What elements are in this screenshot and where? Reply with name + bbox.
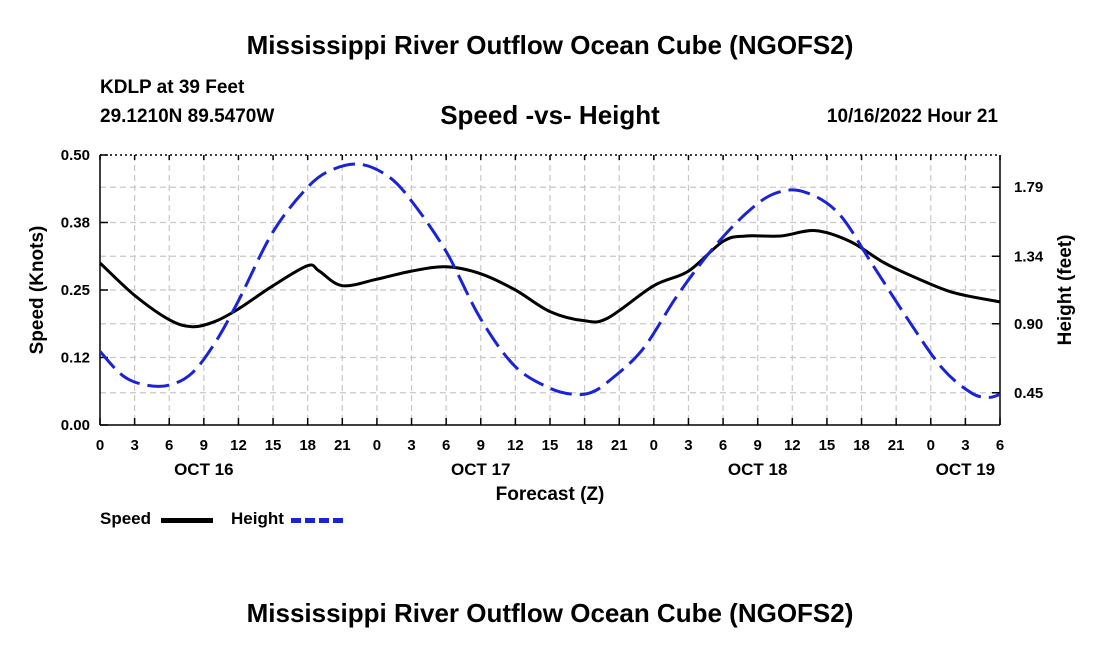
footer-title: Mississippi River Outflow Ocean Cube (NG…: [246, 598, 854, 628]
x-tick-label: 18: [853, 437, 870, 454]
x-tick-label: 9: [477, 437, 485, 454]
x-tick-label: 0: [650, 437, 658, 454]
coordinates-label: 29.1210N 89.5470W: [100, 106, 275, 127]
y-axis-title: Speed (Knots): [27, 226, 48, 355]
x-tick-label: 15: [265, 437, 282, 454]
legend-height-label: Height: [231, 509, 284, 528]
x-tick-label: 9: [200, 437, 208, 454]
y2-tick-label: 1.34: [1014, 248, 1044, 265]
x-tick-label: 9: [754, 437, 762, 454]
x-tick-label: 12: [507, 437, 524, 454]
legend-speed-label: Speed: [100, 509, 152, 528]
x-tick-label: 12: [784, 437, 801, 454]
y-tick-label: 0.38: [61, 215, 90, 232]
x-tick-label: 0: [373, 437, 381, 454]
x-tick-label: 21: [611, 437, 628, 454]
chart-title: Mississippi River Outflow Ocean Cube (NG…: [246, 30, 854, 60]
x-day-label: OCT 17: [451, 460, 511, 479]
x-tick-label: 3: [407, 437, 415, 454]
chart-subtitle: Speed -vs- Height: [440, 100, 660, 130]
x-tick-label: 6: [165, 437, 173, 454]
legend-height-swatch: [291, 518, 343, 523]
x-tick-label: 0: [96, 437, 104, 454]
x-tick-label: 3: [961, 437, 969, 454]
x-tick-label: 15: [819, 437, 836, 454]
y2-tick-label: 0.45: [1014, 385, 1043, 402]
x-tick-label: 18: [576, 437, 593, 454]
x-tick-label: 18: [299, 437, 316, 454]
height-series-line: [98, 162, 1001, 399]
x-day-label: OCT 18: [728, 460, 788, 479]
x-tick-label: 15: [542, 437, 559, 454]
y2-axis-title: Height (feet): [1055, 235, 1076, 346]
x-tick-label: 3: [684, 437, 692, 454]
legend-speed-swatch: [161, 518, 213, 523]
x-day-label: OCT 16: [174, 460, 234, 479]
y-tick-label: 0.12: [61, 350, 90, 367]
forecast-datetime: 10/16/2022 Hour 21: [826, 106, 998, 127]
y-tick-label: 0.25: [61, 282, 90, 299]
station-label: KDLP at 39 Feet: [100, 77, 245, 98]
x-day-label: OCT 19: [936, 460, 996, 479]
x-tick-label: 3: [130, 437, 138, 454]
x-tick-label: 6: [996, 437, 1004, 454]
y-tick-label: 0.50: [61, 147, 90, 164]
y2-tick-label: 1.79: [1014, 179, 1043, 196]
x-tick-label: 0: [927, 437, 935, 454]
x-tick-label: 12: [230, 437, 247, 454]
y2-tick-label: 0.90: [1014, 316, 1043, 333]
x-tick-label: 21: [888, 437, 905, 454]
speed-series-line: [98, 229, 1001, 329]
x-tick-label: 21: [334, 437, 351, 454]
x-tick-label: 6: [442, 437, 450, 454]
y-tick-label: 0.00: [61, 417, 90, 434]
x-tick-label: 6: [719, 437, 727, 454]
x-axis-title: Forecast (Z): [496, 484, 605, 505]
